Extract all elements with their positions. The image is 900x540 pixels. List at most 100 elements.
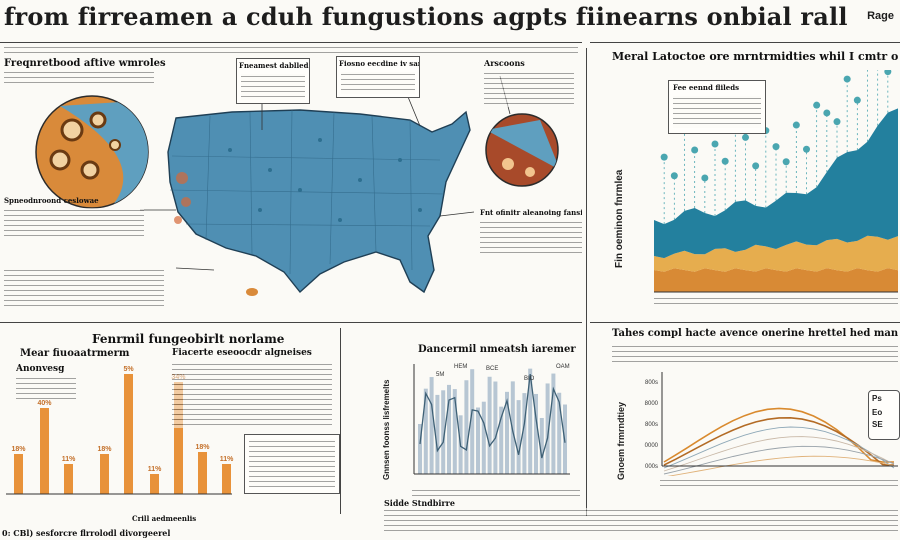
droplet (711, 140, 719, 148)
right-chart-note-3: SE (872, 420, 883, 429)
callout-left: Spneodnroond ceslowae (4, 196, 144, 242)
top-chart-band-top (654, 108, 898, 259)
callout-mid-lines (341, 72, 415, 94)
top-chart-plot (654, 70, 898, 293)
top-chart-legend-head: Fee eennd flileds (673, 83, 740, 92)
mid-bar (481, 401, 486, 474)
right-chart-series (663, 407, 895, 476)
mid-bar (534, 393, 538, 474)
callout-right: Arscoons (484, 58, 574, 108)
map-lead-lines (4, 70, 154, 84)
bar-panel-chart: 18%40%11%18%5%11%34%18%11% (6, 366, 234, 495)
droplet (884, 70, 892, 76)
droplet (742, 133, 749, 141)
bar-mark-label: 11% (62, 456, 76, 463)
mid-chart-bars (418, 368, 567, 474)
mid-bar (452, 389, 457, 474)
footer-strip-label: Sidde Stndbirre (384, 498, 455, 508)
right-chart-x-labels (660, 478, 898, 488)
bar (174, 382, 183, 494)
rule-vertical-right (586, 48, 587, 516)
mid-chart-plot: 5M HEM BCE BIO OAM (413, 364, 570, 475)
mid-bar (493, 381, 498, 474)
right-chart-series-line (663, 426, 895, 469)
intro-text-strip (4, 45, 578, 57)
mid-chart-labels: 5M HEM BCE BIO OAM (436, 364, 570, 382)
bar (100, 454, 109, 494)
rule-mid-left (0, 322, 582, 323)
mid-bar (499, 406, 504, 474)
bar-mark-label: 11% (220, 456, 234, 463)
bar (222, 464, 231, 494)
mid-bar (476, 407, 480, 474)
bar-panel-note-lines (249, 439, 335, 487)
right-chart-y-tick: 000s (645, 464, 658, 470)
bar-mark-label: 18% (97, 446, 112, 453)
mid-bar (464, 380, 469, 474)
mid-chart-tick-label: OAM (556, 364, 570, 370)
droplet (843, 75, 851, 83)
mid-bar (470, 369, 475, 474)
callout-left-head: Spneodnroond ceslowae (4, 196, 99, 205)
bar-panel-legend-lines (16, 376, 76, 402)
mid-bar (551, 373, 556, 474)
mid-chart-ylabel: Gnnsen foonss lisfremelts (382, 379, 391, 480)
callout-lowright: Fnt ofinitr aleanoing fansine (480, 208, 582, 258)
bar (40, 408, 49, 494)
corner-label: Rage (867, 10, 894, 22)
map-lead-text: Freqnretbood aftive wmroles (4, 58, 166, 69)
callout-right-head: Arscoons (484, 58, 525, 68)
mid-bar (435, 394, 440, 474)
droplet (813, 101, 821, 109)
footer-strip-lines (384, 508, 898, 534)
top-chart-ylabel: Fin oeminon fnrmlea (614, 169, 625, 268)
mid-chart-line (419, 374, 566, 459)
right-chart-y-ticks: 800s 8000 800s 0000 000s (645, 380, 659, 470)
top-chart-title: Meral Latoctoe ore mrntrmidties whil I c… (612, 50, 898, 63)
bar (150, 474, 159, 494)
mid-bar (539, 417, 544, 474)
callout-mid: Fiosno eecdine iv sansers (336, 56, 420, 98)
bar (198, 452, 207, 494)
magnified-sample-right (485, 113, 559, 187)
mid-bar (418, 424, 422, 474)
bar (14, 454, 23, 494)
mid-bar (447, 384, 451, 474)
right-chart-intro (612, 344, 898, 364)
bar-mark-label: 11% (148, 466, 162, 473)
droplet (803, 145, 810, 153)
mid-bar (423, 388, 428, 474)
top-chart-band-low (654, 268, 898, 292)
mid-bar (545, 383, 550, 474)
right-chart-plot: 800s 8000 800s 0000 000s (645, 372, 898, 476)
droplet (752, 162, 760, 170)
droplet (823, 109, 831, 117)
callout-top-lines (241, 74, 305, 100)
bar-panel-footer: Crill aedmeenlis (132, 514, 197, 523)
mid-bar (516, 400, 521, 474)
droplet (833, 118, 841, 126)
droplet (721, 157, 729, 165)
callout-right-lines (484, 71, 574, 107)
mid-chart-tick-label: 5M (436, 372, 444, 378)
mid-chart-title: Dancermil nmeatsh iaremer (418, 344, 576, 355)
right-chart-y-tick: 800s (645, 422, 658, 428)
callout-top: Fneamest dablled (236, 58, 310, 104)
mid-chart-x-labels (412, 488, 580, 498)
us-map-shape (167, 109, 471, 294)
mid-bar (505, 391, 509, 474)
mid-bar (441, 390, 446, 474)
bar (124, 374, 133, 494)
mid-bar (429, 377, 434, 474)
droplet (782, 158, 790, 166)
callout-left-lines (4, 208, 144, 240)
right-chart-y-tick: 800s (645, 380, 658, 386)
top-chart-legend-lines (673, 96, 761, 128)
droplet (691, 146, 699, 154)
map-illustration (35, 75, 559, 296)
rule-top-right (590, 42, 900, 43)
droplet (701, 174, 709, 182)
bar-panel-side-head: Fiacerte eseoocdr algneises (172, 348, 312, 358)
callout-lowright-lines (480, 220, 582, 256)
bar-mark-label: 18% (195, 444, 210, 451)
